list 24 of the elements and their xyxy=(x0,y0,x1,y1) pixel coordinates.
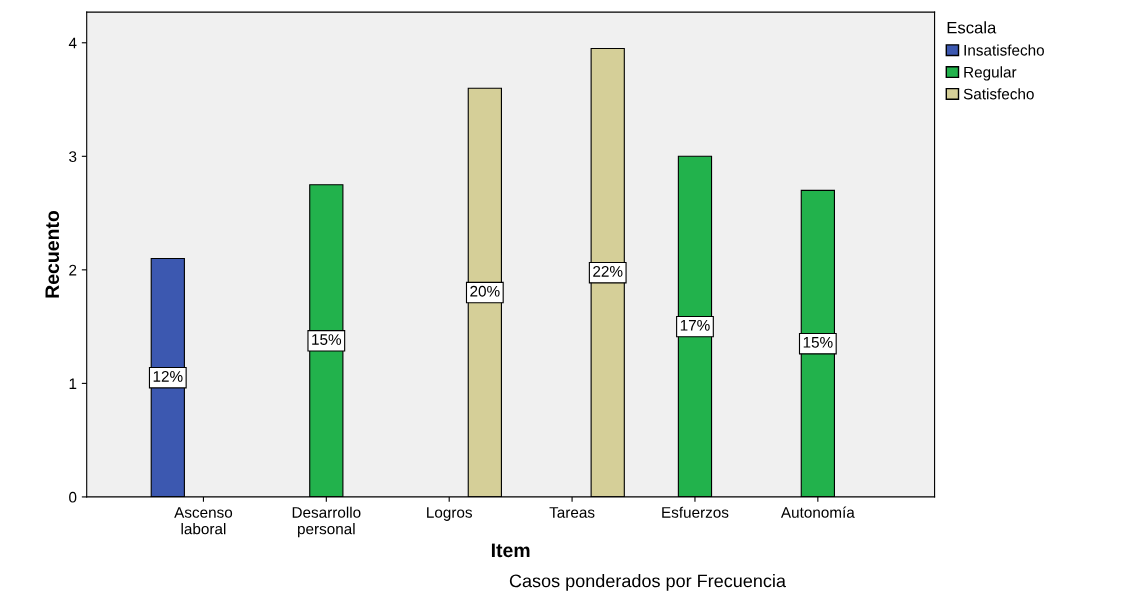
y-tick-label: 0 xyxy=(69,491,77,503)
annotation: 15% xyxy=(803,337,833,348)
annotation: 12% xyxy=(153,370,183,382)
x-tick-label: Esfuerzos xyxy=(662,506,729,518)
x-tick-label: Ascenso laboral xyxy=(174,507,233,535)
legend-title: Escala xyxy=(947,21,997,34)
annotation: 20% xyxy=(470,285,500,297)
y-tick-label: 1 xyxy=(69,378,77,389)
legend-label: Satisfecho xyxy=(963,88,1034,100)
annotation: 22% xyxy=(593,265,623,277)
y-tick-label: 4 xyxy=(68,37,77,49)
x-tick-label: Logros xyxy=(427,507,473,521)
annotation: 17% xyxy=(680,319,710,331)
x-axis-title: Item xyxy=(491,543,530,558)
legend-label: Regular xyxy=(964,66,1017,81)
x-tick-label: Desarrollo personal xyxy=(292,506,361,538)
legend-label: Insatisfecho xyxy=(964,44,1044,56)
y-axis-title: Recuento xyxy=(45,210,60,298)
y-tick-label: 3 xyxy=(69,151,77,162)
annotation: 15% xyxy=(312,334,342,345)
x-tick-label: Tareas xyxy=(549,507,595,518)
y-tick-label: 2 xyxy=(69,264,77,276)
text: Casos ponderados por Frecuencia xyxy=(509,574,786,591)
x-tick-label: Autonomía xyxy=(780,506,855,518)
